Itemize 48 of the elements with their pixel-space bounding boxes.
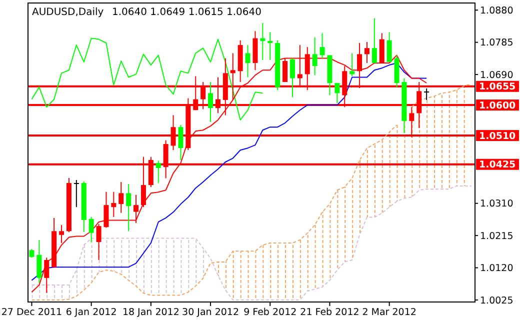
ref-line-label: 1.0655 xyxy=(479,82,516,93)
y-tick-label: 1.0690 xyxy=(480,70,514,81)
x-tick-label: 27 Dec 2011 xyxy=(1,307,62,318)
candlestick xyxy=(386,32,392,62)
candlestick xyxy=(334,82,340,104)
candlestick xyxy=(312,36,318,76)
ref-line-label: 1.0425 xyxy=(479,160,516,171)
candlestick xyxy=(126,184,132,232)
candlestick xyxy=(372,18,377,64)
chart-subtitle: 1.0640 1.0649 1.0615 1.0640 xyxy=(112,7,262,18)
ref-line-label: 1.0510 xyxy=(479,130,516,142)
candlestick xyxy=(320,32,325,59)
candlestick xyxy=(290,58,295,98)
ref-line-label: 1.0600 xyxy=(479,100,516,112)
y-tick-label: 1.0880 xyxy=(480,5,514,16)
candlestick xyxy=(424,88,430,100)
candlestick xyxy=(111,191,116,218)
x-tick-label: 6 Jan 2012 xyxy=(66,307,117,318)
candlestick xyxy=(282,58,288,82)
candlestick xyxy=(118,181,124,214)
x-tick-label: 21 Feb 2012 xyxy=(300,307,360,318)
candlestick xyxy=(208,81,214,122)
x-tick-label: 9 Feb 2012 xyxy=(244,307,297,318)
candlestick xyxy=(96,224,102,260)
candlestick xyxy=(178,124,184,160)
candlestick xyxy=(104,191,109,228)
candlestick xyxy=(88,216,94,242)
candlestick xyxy=(74,179,79,208)
y-tick-label: 1.0120 xyxy=(480,263,514,274)
x-tick-label: 2 Mar 2012 xyxy=(362,307,416,318)
candlestick xyxy=(268,32,273,60)
candlestick xyxy=(350,52,355,77)
x-tick-label: 18 Jan 2012 xyxy=(122,307,180,318)
chart-title: AUDUSD,Daily xyxy=(32,7,104,18)
y-tick-label: 1.0310 xyxy=(480,198,514,210)
candlestick xyxy=(156,160,161,184)
candlestick xyxy=(245,44,250,78)
candlestick xyxy=(364,41,370,64)
candlestick xyxy=(260,22,266,60)
candlestick xyxy=(36,239,42,284)
line-series xyxy=(31,186,472,300)
candlestick xyxy=(59,224,64,244)
y-tick-label: 1.0025 xyxy=(480,295,514,306)
y-tick-label: 1.0785 xyxy=(480,38,514,49)
line-series xyxy=(31,38,264,120)
x-tick-label: 30 Jan 2012 xyxy=(182,307,239,318)
y-tick-label: 1.0215 xyxy=(480,230,514,242)
candlestick xyxy=(134,194,139,224)
